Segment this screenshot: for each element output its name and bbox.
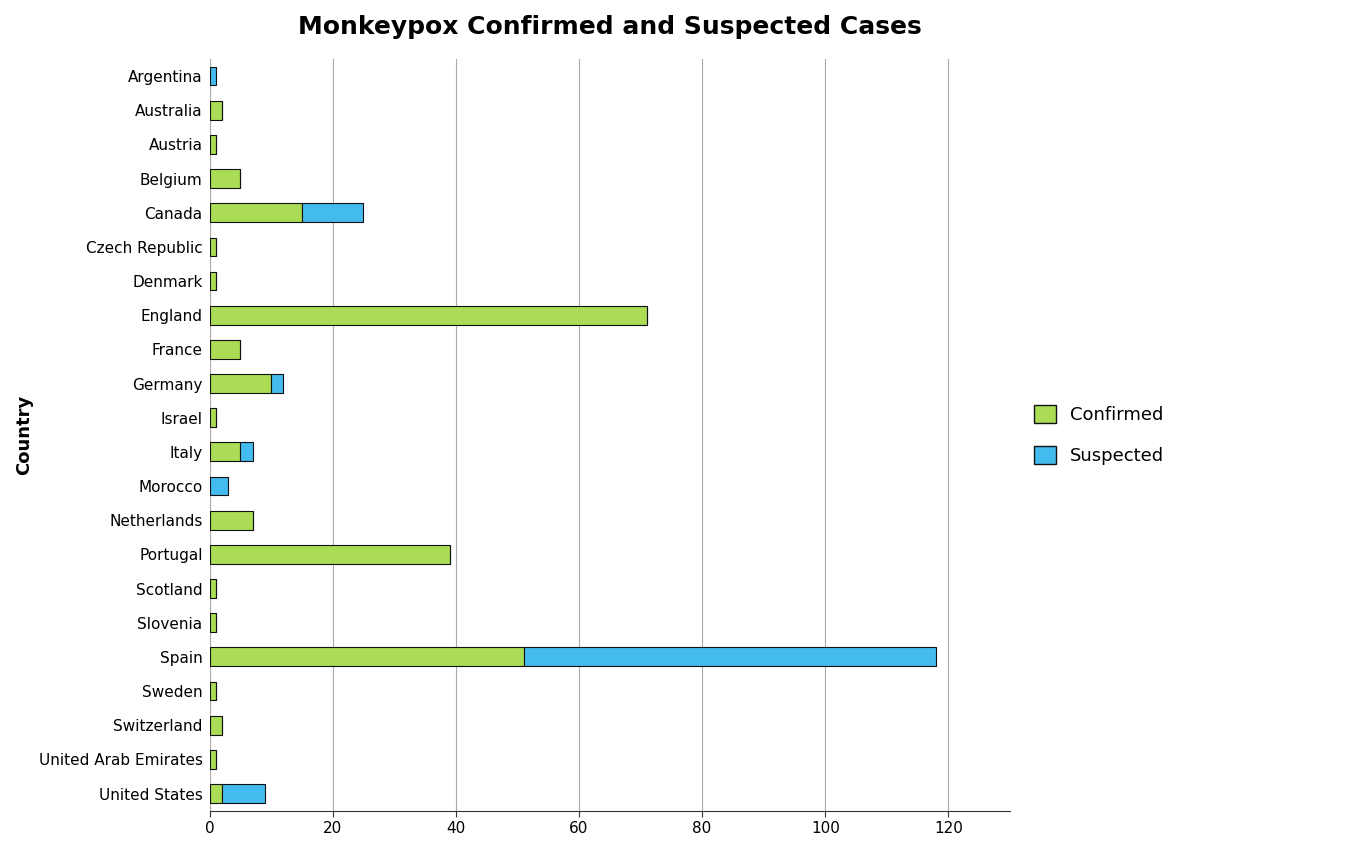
Bar — [209, 545, 450, 563]
Bar — [209, 203, 302, 222]
Bar — [302, 203, 364, 222]
Bar — [209, 237, 216, 256]
Bar — [209, 135, 216, 154]
Bar — [209, 306, 647, 324]
Legend: Confirmed, Suspected: Confirmed, Suspected — [1027, 397, 1172, 472]
Bar — [209, 408, 216, 427]
Bar — [209, 682, 216, 700]
Bar — [209, 784, 221, 802]
Bar — [209, 648, 524, 666]
Bar — [209, 716, 221, 734]
Bar — [209, 66, 216, 85]
Bar — [221, 784, 265, 802]
Bar — [209, 614, 216, 632]
Title: Monkeypox Confirmed and Suspected Cases: Monkeypox Confirmed and Suspected Cases — [298, 15, 921, 39]
Bar — [209, 750, 216, 768]
Bar — [209, 340, 241, 359]
Bar — [209, 101, 221, 120]
Bar — [209, 443, 241, 461]
Bar — [209, 511, 253, 529]
Bar — [209, 580, 216, 598]
Bar — [209, 374, 271, 393]
Bar — [209, 169, 241, 188]
Bar — [209, 271, 216, 290]
Y-axis label: Country: Country — [15, 395, 33, 475]
Bar — [209, 477, 228, 495]
Bar — [241, 443, 253, 461]
Bar — [524, 648, 936, 666]
Bar — [271, 374, 283, 393]
